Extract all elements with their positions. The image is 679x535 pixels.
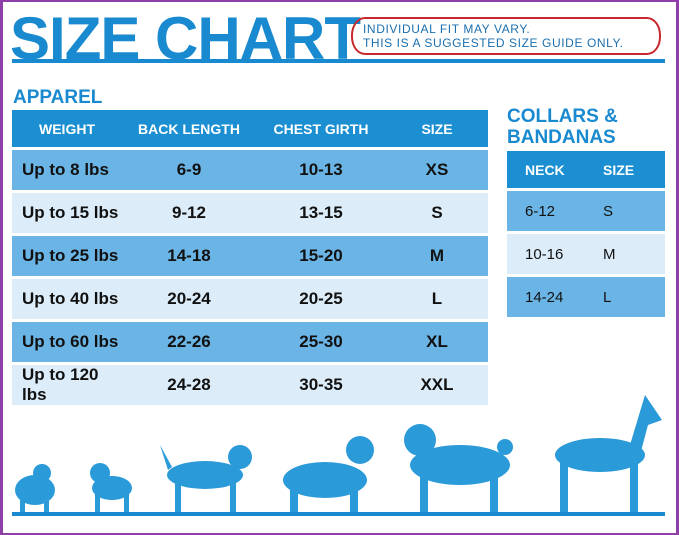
table-cell: 20-24 — [122, 279, 256, 319]
table-cell: 30-35 — [256, 365, 386, 405]
header-neck: NECK — [507, 151, 595, 188]
table-row: Up to 40 lbs 20-24 20-25 L — [12, 279, 488, 319]
table-cell: 14-24 — [507, 277, 595, 317]
table-cell: M — [595, 234, 665, 274]
header-weight: WEIGHT — [12, 110, 122, 147]
table-row: Up to 15 lbs 9-12 13-15 S — [12, 193, 488, 233]
table-cell: S — [386, 193, 488, 233]
header-chest-girth: CHEST GIRTH — [256, 110, 386, 147]
table-cell: Up to 60 lbs — [12, 322, 122, 362]
table-cell: Up to 40 lbs — [12, 279, 122, 319]
table-cell: 20-25 — [256, 279, 386, 319]
collars-heading: COLLARS & BANDANAS — [507, 106, 618, 148]
table-cell: 15-20 — [256, 236, 386, 276]
table-cell: Up to 25 lbs — [12, 236, 122, 276]
table-cell: 24-28 — [122, 365, 256, 405]
table-cell: S — [595, 191, 665, 231]
table-cell: XS — [386, 150, 488, 190]
disclaimer-line-2: THIS IS A SUGGESTED SIZE GUIDE ONLY. — [363, 36, 624, 50]
table-cell: Up to 120 lbs — [12, 365, 122, 405]
collars-heading-line-2: BANDANAS — [507, 127, 616, 148]
pomeranian-icon — [15, 464, 55, 513]
table-row: Up to 8 lbs 6-9 10-13 XS — [12, 150, 488, 190]
table-cell: 10-16 — [507, 234, 595, 274]
great-dane-icon — [555, 395, 662, 513]
collars-size-table: NECK SIZE 6-12 S 10-16 M 14-24 L — [507, 148, 665, 320]
table-cell: XL — [386, 322, 488, 362]
table-cell: L — [595, 277, 665, 317]
table-cell: M — [386, 236, 488, 276]
table-cell: Up to 15 lbs — [12, 193, 122, 233]
table-cell: 6-9 — [122, 150, 256, 190]
pug-icon — [90, 463, 132, 513]
table-cell: XXL — [386, 365, 488, 405]
header-back-length: BACK LENGTH — [122, 110, 256, 147]
table-row: 6-12 S — [507, 191, 665, 231]
mixed-breed-icon — [404, 424, 513, 513]
apparel-heading: APPAREL — [13, 87, 103, 108]
title-divider — [12, 59, 665, 63]
table-row: Up to 60 lbs 22-26 25-30 XL — [12, 322, 488, 362]
ground-line — [12, 512, 665, 516]
table-cell: 13-15 — [256, 193, 386, 233]
table-cell: 14-18 — [122, 236, 256, 276]
apparel-size-table: WEIGHT BACK LENGTH CHEST GIRTH SIZE Up t… — [12, 107, 488, 408]
header-size: SIZE — [386, 110, 488, 147]
table-row: 10-16 M — [507, 234, 665, 274]
table-cell: L — [386, 279, 488, 319]
dog-silhouettes — [12, 395, 665, 516]
collars-heading-line-1: COLLARS & — [507, 106, 618, 127]
header-size: SIZE — [595, 151, 665, 188]
table-cell: 9-12 — [122, 193, 256, 233]
table-cell: 10-13 — [256, 150, 386, 190]
table-row: Up to 120 lbs 24-28 30-35 XXL — [12, 365, 488, 405]
beagle-icon — [160, 445, 252, 513]
table-cell: 25-30 — [256, 322, 386, 362]
table-cell: 6-12 — [507, 191, 595, 231]
fit-disclaimer: INDIVIDUAL FIT MAY VARY. THIS IS A SUGGE… — [351, 17, 661, 55]
disclaimer-line-1: INDIVIDUAL FIT MAY VARY. — [363, 22, 531, 36]
table-cell: Up to 8 lbs — [12, 150, 122, 190]
table-cell: 22-26 — [122, 322, 256, 362]
table-row: Up to 25 lbs 14-18 15-20 M — [12, 236, 488, 276]
table-row: 14-24 L — [507, 277, 665, 317]
spaniel-icon — [283, 436, 374, 513]
